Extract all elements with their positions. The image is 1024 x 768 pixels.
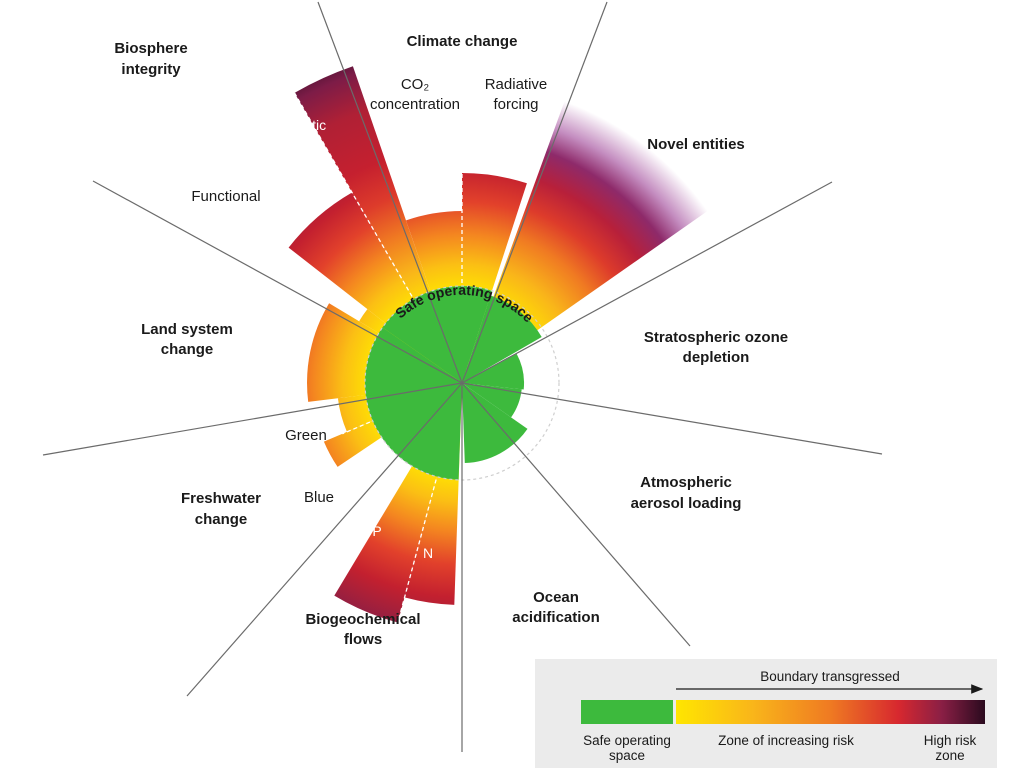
legend-arrow-label: Boundary transgressed — [760, 669, 900, 684]
legend-safe-line2: space — [609, 748, 645, 763]
label-biogeo-line1: Biogeochemical — [305, 611, 420, 628]
label-biosphere-line2: integrity — [121, 61, 181, 78]
label-rf-line1: Radiative — [485, 76, 548, 93]
sub-wedge-separator — [342, 421, 371, 435]
label-fresh-line2: change — [195, 511, 248, 528]
label-novel-entities: Novel entities — [647, 136, 745, 153]
divider-line — [461, 181, 833, 384]
label-ocean-line2: acidification — [512, 609, 600, 626]
label-functional: Functional — [191, 188, 260, 205]
label-genetic: Genetic — [278, 117, 326, 133]
legend-safe-swatch — [581, 700, 673, 724]
label-aerosol-line1: Atmospheric — [640, 474, 732, 491]
legend-high-line2: zone — [935, 748, 964, 763]
safe-north — [382, 285, 492, 383]
divider-line — [461, 382, 691, 647]
legend: Boundary transgressed Safe operating spa… — [535, 659, 997, 768]
label-n: N — [423, 545, 433, 561]
label-p: P — [372, 523, 381, 539]
safe-ocean — [462, 383, 528, 463]
boundary-labels: Climate change CO₂ concentration Radiati… — [114, 33, 788, 648]
legend-high-line1: High risk — [924, 733, 977, 748]
label-aerosol-line2: aerosol loading — [631, 495, 742, 512]
safe-operating-space-disc — [365, 285, 542, 480]
legend-zone-label: Zone of increasing risk — [718, 733, 854, 748]
divider-line — [317, 1, 463, 384]
divider-line — [461, 382, 883, 455]
label-climate-change: Climate change — [407, 33, 518, 50]
label-co2-line2: concentration — [370, 96, 460, 113]
label-green: Green — [285, 427, 327, 444]
wedge-novel-entities — [462, 101, 708, 383]
safe-novel — [462, 295, 542, 383]
label-ozone-line1: Stratospheric ozone — [644, 329, 788, 346]
label-biosphere-line1: Biosphere — [114, 40, 187, 57]
divider-line — [461, 1, 608, 384]
sub-wedge-separator — [396, 479, 437, 625]
label-biogeo-line2: flows — [344, 631, 382, 648]
safe-ozone — [462, 353, 525, 390]
divider-line — [42, 382, 463, 456]
label-land-line1: Land system — [141, 321, 233, 338]
safe-west — [365, 327, 462, 480]
legend-risk-swatch — [676, 700, 985, 724]
label-ozone-line2: depletion — [683, 349, 750, 366]
label-fresh-line1: Freshwater — [181, 490, 261, 507]
sector-dividers — [42, 1, 883, 752]
label-rf-line2: forcing — [493, 96, 538, 113]
label-blue: Blue — [304, 489, 334, 506]
legend-safe-line1: Safe operating — [583, 733, 671, 748]
divider-line — [186, 382, 463, 697]
label-land-line2: change — [161, 341, 214, 358]
divider-line — [92, 180, 463, 384]
label-ocean-line1: Ocean — [533, 589, 579, 606]
safe-aerosol — [462, 383, 522, 418]
label-co2-line1: CO₂ — [401, 76, 430, 93]
